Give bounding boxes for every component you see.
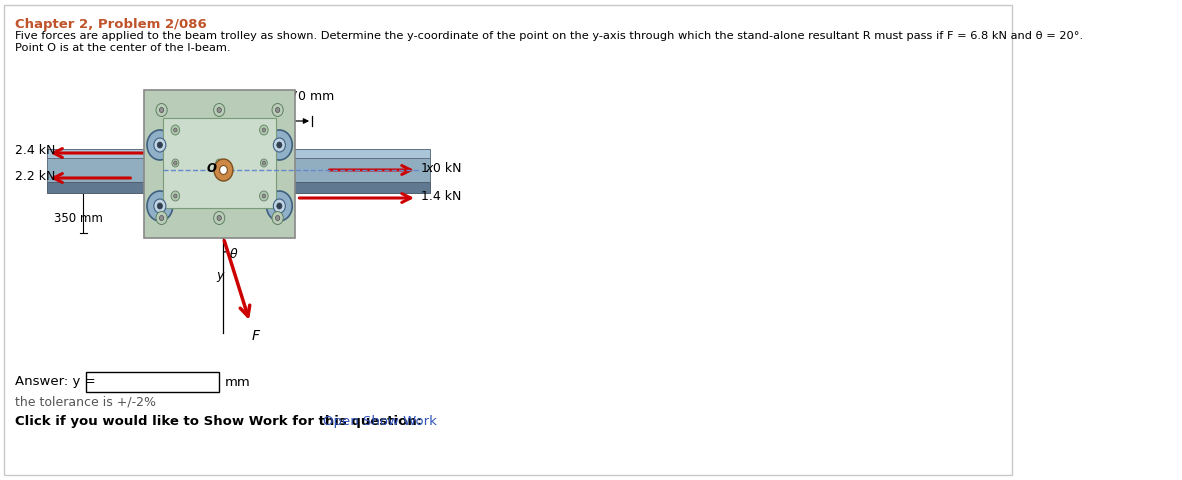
Circle shape — [156, 104, 167, 117]
Bar — [47, 149, 430, 158]
Circle shape — [217, 216, 221, 220]
Circle shape — [154, 199, 165, 213]
Circle shape — [147, 191, 173, 221]
Circle shape — [214, 159, 233, 181]
Text: 70 mm: 70 mm — [290, 90, 333, 103]
Text: F: F — [252, 329, 260, 343]
Circle shape — [171, 159, 178, 167]
Text: 2.4 kN: 2.4 kN — [14, 144, 56, 157]
Circle shape — [160, 216, 164, 220]
Text: 1.0 kN: 1.0 kN — [421, 161, 462, 175]
Circle shape — [273, 199, 285, 213]
Circle shape — [262, 161, 266, 165]
Circle shape — [275, 108, 280, 112]
Bar — [144, 90, 294, 238]
Circle shape — [171, 125, 180, 135]
Circle shape — [174, 194, 177, 198]
Circle shape — [272, 104, 284, 117]
Text: Point O is at the center of the I-beam.: Point O is at the center of the I-beam. — [15, 43, 230, 53]
Text: Answer: y =: Answer: y = — [15, 375, 96, 388]
Circle shape — [260, 125, 268, 135]
Circle shape — [216, 159, 222, 167]
Text: y: y — [216, 269, 223, 283]
Circle shape — [262, 194, 266, 198]
Circle shape — [174, 161, 177, 165]
Text: 350 mm: 350 mm — [54, 212, 103, 225]
Text: Five forces are applied to the beam trolley as shown. Determine the y-coordinate: Five forces are applied to the beam trol… — [15, 31, 1084, 41]
Circle shape — [154, 138, 165, 152]
Circle shape — [171, 191, 180, 201]
Circle shape — [214, 104, 225, 117]
Circle shape — [262, 128, 266, 132]
Circle shape — [277, 142, 282, 148]
Circle shape — [266, 130, 292, 160]
Circle shape — [156, 212, 167, 225]
Circle shape — [266, 191, 292, 221]
Text: O: O — [207, 161, 216, 175]
Bar — [47, 158, 430, 182]
Circle shape — [220, 166, 227, 175]
Text: Chapter 2, Problem 2/086: Chapter 2, Problem 2/086 — [15, 18, 207, 31]
Circle shape — [160, 108, 164, 112]
Circle shape — [147, 130, 173, 160]
Text: 2.2 kN: 2.2 kN — [14, 169, 56, 182]
Circle shape — [214, 212, 225, 225]
Text: θ: θ — [229, 248, 238, 261]
Circle shape — [272, 212, 284, 225]
Circle shape — [260, 191, 268, 201]
Text: mm: mm — [225, 375, 251, 388]
Text: Open Show Work: Open Show Work — [323, 416, 437, 429]
Text: 1.4 kN: 1.4 kN — [421, 190, 461, 203]
Circle shape — [275, 216, 280, 220]
Circle shape — [217, 108, 221, 112]
Circle shape — [273, 138, 285, 152]
Text: the tolerance is +/-2%: the tolerance is +/-2% — [15, 396, 156, 408]
Bar — [163, 118, 275, 208]
Bar — [86, 372, 219, 392]
Circle shape — [217, 161, 221, 165]
Circle shape — [260, 159, 267, 167]
Bar — [47, 182, 430, 193]
Text: x: x — [426, 161, 433, 175]
Circle shape — [157, 142, 162, 148]
Circle shape — [277, 203, 282, 209]
Text: Click if you would like to Show Work for this question:: Click if you would like to Show Work for… — [15, 416, 423, 429]
Text: 630 mm: 630 mm — [194, 103, 246, 116]
Circle shape — [157, 203, 162, 209]
Circle shape — [174, 128, 177, 132]
